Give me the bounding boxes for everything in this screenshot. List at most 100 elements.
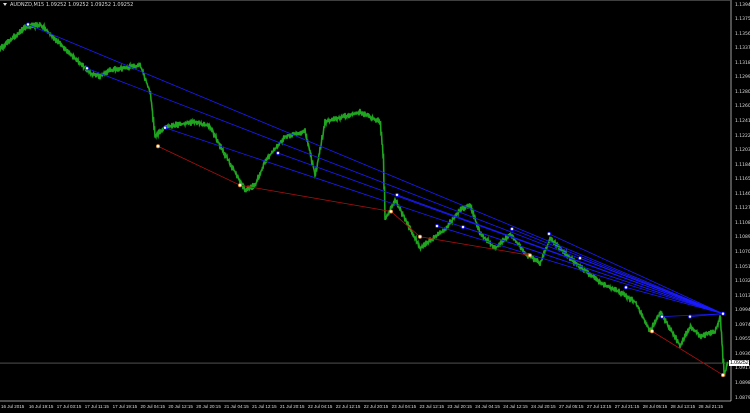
time-tick-label: 17 Jul 11:15 [84,404,109,409]
price-tick-label: 1.10700 [735,249,750,255]
time-tick-label: 21 Jul 20:15 [280,404,305,409]
upper-trendline[interactable] [689,313,724,318]
price-tick-label: 1.13750 [735,17,750,22]
price-tick-label: 1.08795 [735,395,750,401]
swing-low-marker[interactable] [417,234,422,239]
price-tick-label: 1.11465 [735,191,750,197]
current-price-badge: 1.09252 [729,360,750,367]
time-tick-label: 28 Jul 13:15 [670,404,696,409]
price-tick-label: 1.08985 [735,380,750,386]
time-tick-label: 20 Jul 20:15 [196,404,221,409]
swing-low-marker[interactable] [155,144,160,149]
time-tick-label: 16 Jul 2015 [1,404,25,409]
swing-high-marker[interactable] [660,314,665,319]
price-tick-label: 1.09745 [735,322,750,328]
upper-trendline[interactable] [661,313,724,318]
swing-high-marker[interactable] [275,151,280,156]
swing-high-marker[interactable] [721,311,726,316]
upper-trendline[interactable] [396,194,724,315]
lower-trendline[interactable] [390,211,421,238]
swing-low-marker[interactable] [237,183,242,188]
lower-trendline[interactable] [651,330,724,376]
swing-low-marker[interactable] [388,209,393,214]
price-tick-label: 1.09365 [735,351,750,357]
price-tick-label: 1.13370 [735,46,750,52]
price-series [0,21,729,377]
time-tick-label: 28 Jul 05:15 [642,404,668,409]
swing-high-marker[interactable] [85,66,90,71]
upper-trendline[interactable] [511,228,724,315]
time-tick-label: 27 Jul 05:15 [559,404,584,409]
swing-high-marker[interactable] [434,224,439,229]
price-tick-label: 1.12605 [735,104,750,110]
price-tick-label: 1.11655 [735,177,750,183]
swing-high-marker[interactable] [547,231,552,236]
price-tick-label: 1.10320 [735,279,750,284]
swing-high-marker[interactable] [162,125,167,130]
price-tick-label: 1.11080 [735,220,750,226]
price-tick-label: 1.13940 [735,2,750,8]
price-tick-label: 1.10890 [735,235,750,241]
swing-high-marker[interactable] [578,256,583,261]
time-tick-label: 22 Jul 04:15 [307,404,333,409]
upper-trendline[interactable] [625,287,724,315]
price-tick-label: 1.12990 [735,75,750,81]
swing-low-marker[interactable] [721,373,726,378]
upper-trendline[interactable] [579,257,724,315]
upper-trendline[interactable] [436,225,724,315]
trendlines[interactable] [25,22,726,378]
price-tick-label: 1.09555 [735,337,750,343]
time-tick-label: 27 Jul 13:15 [586,404,612,409]
lower-trendline[interactable] [157,145,241,186]
price-tick-label: 1.10510 [735,264,750,270]
price-tick-label: 1.12035 [735,148,750,153]
price-tick-label: 1.12800 [735,89,750,95]
price-tick-label: 1.10130 [735,293,750,299]
time-tick-label: 23 Jul 04:15 [391,404,417,409]
price-tick-label: 1.11275 [735,206,750,212]
time-tick-label: 21 Jul 04:15 [224,404,249,409]
swing-low-marker[interactable] [650,329,655,334]
swing-high-marker[interactable] [688,314,693,319]
swing-high-marker[interactable] [624,285,629,290]
upper-trendline[interactable] [462,226,724,315]
time-tick-label: 17 Jul 03:15 [56,404,82,409]
swing-high-marker[interactable] [460,225,465,230]
close-value: 1.09252 [112,2,134,8]
symbol-label: AUDNZD,M15 [10,2,45,8]
swing-high-marker[interactable] [394,192,399,197]
axes [0,0,732,402]
swing-high-marker[interactable] [509,226,514,231]
chart-title: AUDNZD,M15 1.09252 1.09252 1.09252 1.092… [3,2,133,8]
price-tick-label: 1.11845 [735,162,750,168]
time-tick-label: 24 Jul 04:15 [475,404,500,409]
upper-trendline[interactable] [27,24,724,315]
open-value: 1.09252 [45,2,67,8]
time-tick-label: 23 Jul 20:15 [447,404,472,409]
time-tick-label: 20 Jul 04:15 [140,404,166,409]
low-value: 1.09252 [90,2,112,8]
time-tick-label: 22 Jul 20:15 [363,404,389,409]
price-tick-label: 1.09175 [735,366,750,372]
swing-low-marker[interactable] [528,253,533,258]
time-tick-label: 21 Jul 12:15 [252,404,277,409]
lower-trendline[interactable] [419,236,531,256]
time-tick-label: 16 Jul 19:15 [28,404,54,409]
price-line [0,21,729,377]
price-tick-label: 1.12415 [735,118,750,124]
lower-trendline[interactable] [239,184,392,212]
price-tick-label: 1.12225 [735,133,750,139]
price-tick-label: 1.09940 [735,308,750,314]
time-tick-label: 24 Jul 12:15 [503,404,528,409]
time-tick-label: 22 Jul 12:15 [335,404,361,409]
price-tick-label: 1.13180 [735,60,750,66]
upper-trendline[interactable] [548,233,724,315]
swing-high-marker[interactable] [25,22,30,27]
dropdown-triangle-icon[interactable] [3,3,7,6]
time-tick-label: 24 Jul 20:15 [531,404,556,409]
high-value: 1.09252 [68,2,89,8]
time-tick-label: 28 Jul 21:15 [698,404,724,409]
time-tick-label: 23 Jul 12:15 [419,404,445,409]
